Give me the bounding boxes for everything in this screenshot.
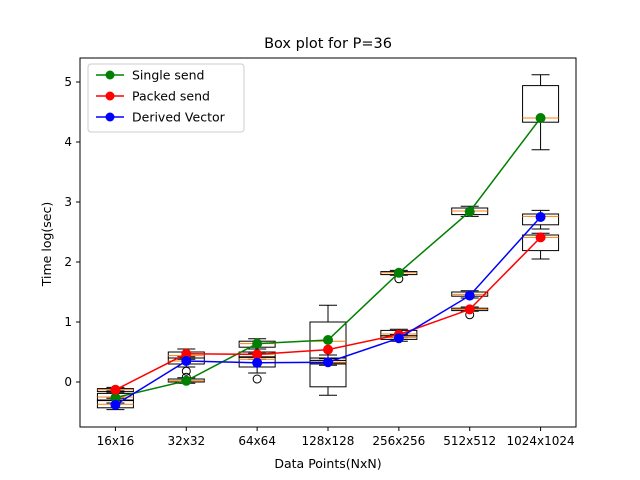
flier-point <box>252 374 262 384</box>
data-point <box>110 384 121 395</box>
plot-layer <box>96 74 560 411</box>
data-point <box>181 375 192 386</box>
y-tick-label: 4 <box>64 135 72 149</box>
data-point <box>393 333 404 344</box>
x-tick-label: 32x32 <box>167 434 205 448</box>
data-point <box>464 304 475 315</box>
flier-point <box>181 366 191 376</box>
x-tick-label: 128x128 <box>302 434 355 448</box>
data-point <box>535 212 546 222</box>
data-point <box>535 232 546 243</box>
y-tick-label: 3 <box>64 195 72 209</box>
x-tick-label: 512x512 <box>443 434 496 448</box>
legend-marker <box>105 91 115 101</box>
data-point <box>464 290 475 301</box>
data-point <box>323 335 333 345</box>
x-tick-label: 1024x1024 <box>506 434 574 448</box>
data-point <box>181 356 192 366</box>
data-point <box>252 338 263 349</box>
data-point <box>535 113 546 123</box>
legend-marker <box>105 112 115 122</box>
axes-layer: 0 1 2 3 4 5 16x16 32x32 64x64 128x128 256x256 512x5… <box>64 57 577 448</box>
legend-label: Packed send <box>132 89 210 104</box>
data-point <box>252 349 263 360</box>
legend-label: Derived Vector <box>132 110 226 125</box>
data-point <box>323 357 333 368</box>
y-axis-label: Time log(sec) <box>39 202 54 287</box>
x-tick-label: 64x64 <box>238 434 276 448</box>
data-point <box>393 267 404 278</box>
legend-label: Single send <box>132 68 204 83</box>
legend-marker <box>105 70 115 80</box>
x-tick-label: 256x256 <box>372 434 425 448</box>
legend-box <box>87 63 245 133</box>
box-iqr <box>309 321 347 388</box>
y-tick-label: 2 <box>64 255 72 269</box>
legend: Single send Packed send Derived Vector <box>87 63 245 133</box>
box-single-send-1024x1024 <box>522 74 560 151</box>
data-point <box>252 357 263 368</box>
y-tick-label: 1 <box>64 315 72 329</box>
data-point <box>110 399 121 410</box>
data-point <box>464 206 475 217</box>
chart-title: Box plot for P=36 <box>264 36 392 52</box>
x-axis-label: Data Points(NxN) <box>274 456 381 471</box>
data-point <box>323 344 333 355</box>
y-tick-label: 0 <box>64 375 72 389</box>
x-tick-label: 16x16 <box>97 434 135 448</box>
y-tick-label: 5 <box>64 75 72 89</box>
